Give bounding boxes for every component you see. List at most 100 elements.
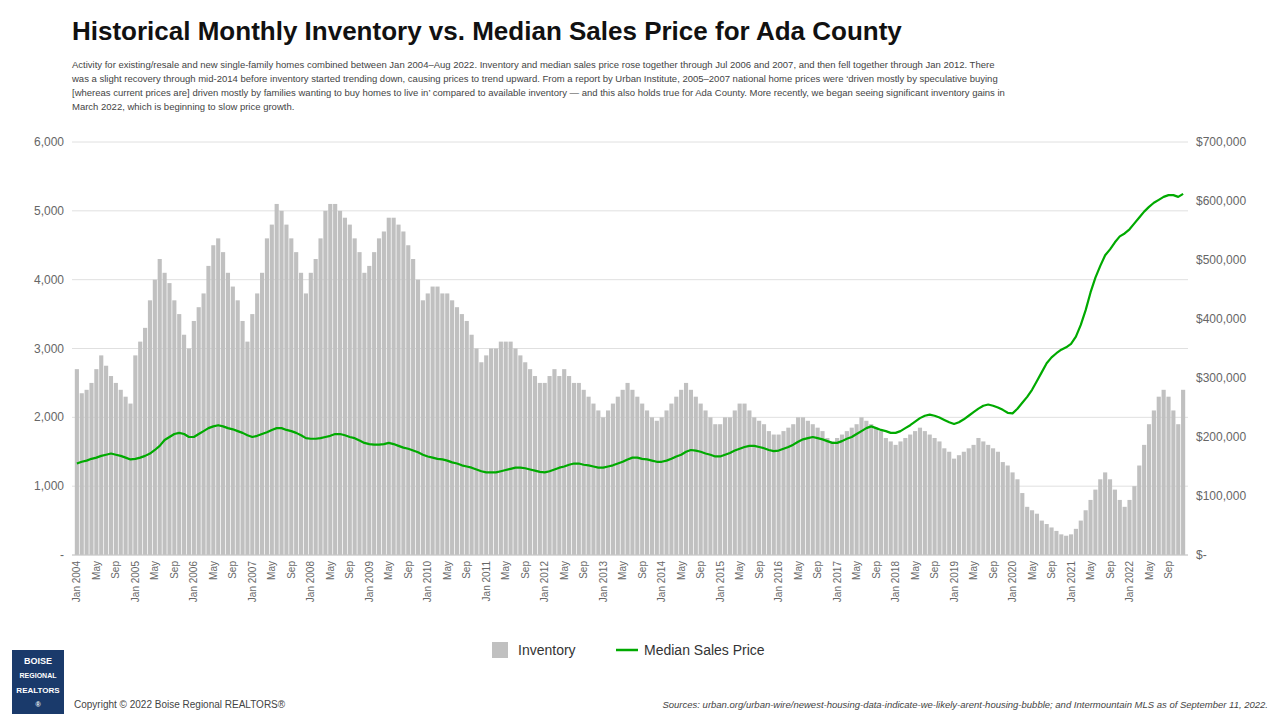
bar	[231, 287, 235, 555]
y-tick-label: 6,000	[34, 135, 64, 149]
bar	[309, 273, 313, 555]
bar	[109, 376, 113, 555]
bar	[957, 455, 961, 555]
bar	[777, 435, 781, 555]
background	[0, 0, 1280, 720]
bar	[275, 204, 279, 555]
x-tick-label: Jan 2009	[364, 561, 375, 603]
bar	[128, 404, 132, 555]
bar	[621, 390, 625, 555]
x-tick-label: Sep	[871, 561, 882, 579]
bar	[367, 266, 371, 555]
y2-tick-label: $700,000	[1196, 135, 1246, 149]
bar	[855, 424, 859, 555]
bar	[835, 438, 839, 555]
bar	[1010, 472, 1014, 555]
bar	[557, 376, 561, 555]
bar	[314, 259, 318, 555]
bar	[299, 273, 303, 555]
y2-tick-label: $400,000	[1196, 312, 1246, 326]
subtitle: was a slight recovery through mid-2014 b…	[71, 73, 998, 84]
x-tick-label: Jan 2005	[130, 561, 141, 603]
y2-tick-label: $600,000	[1196, 194, 1246, 208]
y2-tick-label: $300,000	[1196, 371, 1246, 385]
x-tick-label: Sep	[110, 561, 121, 579]
x-tick-label: Jan 2013	[598, 561, 609, 603]
bar	[582, 390, 586, 555]
bar	[138, 342, 142, 555]
x-tick-label: May	[1085, 561, 1096, 580]
bar	[903, 438, 907, 555]
x-tick-label: Sep	[461, 561, 472, 579]
x-tick-label: Sep	[929, 561, 940, 579]
y-tick-label: 2,000	[34, 410, 64, 424]
bar	[85, 390, 89, 555]
bar	[236, 300, 240, 555]
bar	[572, 383, 576, 555]
bar	[294, 252, 298, 555]
x-tick-label: May	[676, 561, 687, 580]
bar	[825, 438, 829, 555]
bar	[1127, 500, 1131, 555]
bar	[562, 369, 566, 555]
bar	[894, 445, 898, 555]
bar	[474, 349, 478, 556]
x-tick-label: May	[968, 561, 979, 580]
logo: BOISEREGIONALREALTORS®	[12, 650, 64, 714]
bar	[216, 238, 220, 555]
logo-text: ®	[35, 701, 41, 708]
line	[77, 194, 1183, 472]
bar	[674, 397, 678, 555]
bar	[523, 362, 527, 555]
logo-text: BOISE	[24, 656, 52, 666]
bar	[752, 417, 756, 555]
x-tick-label: Sep	[169, 561, 180, 579]
bar	[616, 397, 620, 555]
bar	[377, 238, 381, 555]
bar	[650, 417, 654, 555]
bar	[1088, 500, 1092, 555]
x-tick-label: Jan 2021	[1066, 561, 1077, 603]
bar	[889, 441, 893, 555]
logo-text: REALTORS	[16, 686, 60, 695]
x-tick-label: Jan 2012	[539, 561, 550, 603]
bar	[733, 410, 737, 555]
bar	[898, 441, 902, 555]
y2-tick-label: $100,000	[1196, 489, 1246, 503]
bar	[479, 362, 483, 555]
x-tick-label: May	[910, 561, 921, 580]
bar	[699, 404, 703, 555]
bar	[387, 218, 391, 555]
bar	[947, 452, 951, 555]
bar	[1040, 521, 1044, 555]
bar	[1025, 507, 1029, 555]
bar	[908, 435, 912, 555]
x-tick-label: Jan 2014	[656, 561, 667, 603]
bar	[172, 300, 176, 555]
bar	[1015, 479, 1019, 555]
x-tick-label: Jan 2018	[890, 561, 901, 603]
bar	[747, 410, 751, 555]
bar	[119, 390, 123, 555]
bar	[1142, 445, 1146, 555]
bar	[762, 424, 766, 555]
bar	[513, 349, 517, 556]
bar	[840, 435, 844, 555]
bar	[967, 448, 971, 555]
x-tick-label: Jan 2006	[188, 561, 199, 603]
bar	[1020, 493, 1024, 555]
x-tick-label: Sep	[988, 561, 999, 579]
bar	[864, 421, 868, 555]
bar	[859, 417, 863, 555]
bar	[484, 355, 488, 555]
bar	[635, 397, 639, 555]
x-tick-label: Jan 2015	[715, 561, 726, 603]
bar	[718, 424, 722, 555]
x-tick-label: Sep	[227, 561, 238, 579]
bar	[1098, 479, 1102, 555]
bar	[431, 287, 435, 555]
x-tick-label: May	[383, 561, 394, 580]
bar	[820, 431, 824, 555]
bar	[543, 383, 547, 555]
y-tick-label: 3,000	[34, 342, 64, 356]
